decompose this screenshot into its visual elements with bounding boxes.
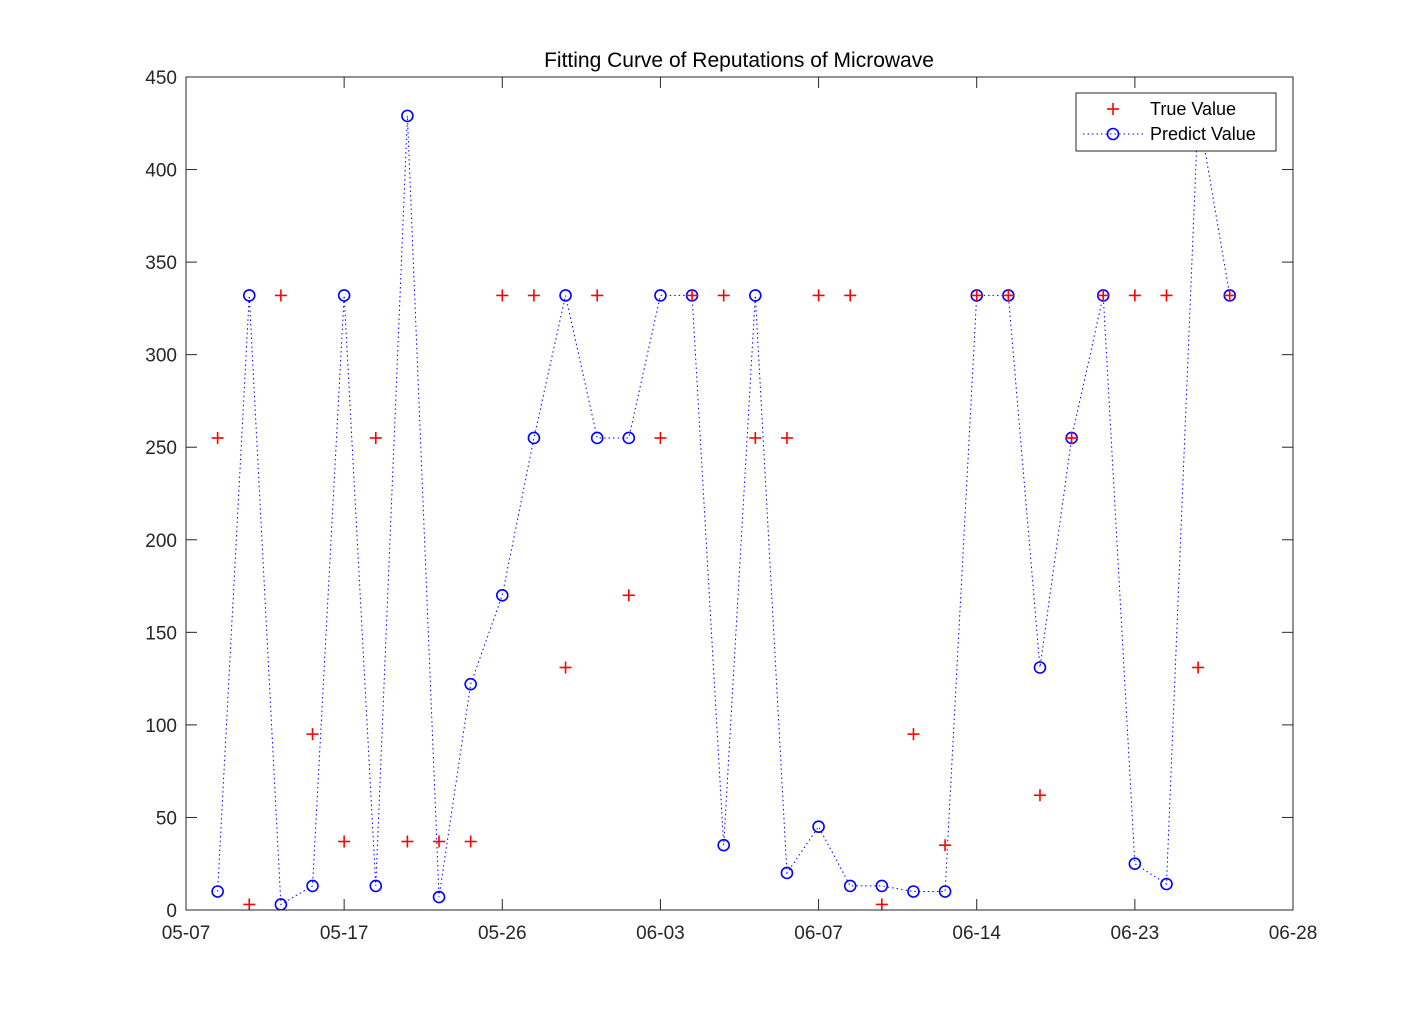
- predict-value-point: [211, 885, 224, 898]
- plot-area: [186, 77, 1293, 910]
- y-tick-label: 200: [145, 531, 177, 552]
- x-tick-label: 06-14: [952, 923, 1001, 944]
- true-value-point: [780, 431, 793, 444]
- true-value-point: [907, 728, 920, 741]
- predict-value-point: [401, 109, 414, 123]
- predict-value-point: [432, 890, 446, 904]
- true-value-point: [1065, 431, 1078, 444]
- x-tick-label: 06-07: [794, 923, 843, 944]
- y-axis: 0 50 100 150 200 250 300 350 400 450: [145, 68, 1293, 922]
- predict-value-point: [464, 677, 477, 691]
- predict-value-point: [369, 879, 383, 893]
- predict-value-point: [780, 866, 794, 880]
- y-tick-label: 150: [145, 623, 177, 644]
- true-value-point: [939, 839, 952, 852]
- legend-circle-marker: [1106, 127, 1120, 141]
- true-value-point: [1223, 289, 1236, 302]
- predict-value-point: [590, 431, 604, 445]
- predict-value-point: [717, 838, 730, 852]
- true-value-point: [274, 289, 287, 302]
- true-value-point: [401, 835, 414, 848]
- true-value-point: [464, 835, 477, 848]
- true-value-point: [433, 835, 446, 848]
- true-value-point: [812, 289, 825, 302]
- true-value-point: [1128, 289, 1141, 302]
- predict-value-point: [749, 289, 762, 302]
- legend-plus-marker: [1107, 103, 1119, 115]
- predict-value-point: [654, 289, 667, 302]
- true-value-point: [591, 289, 604, 302]
- true-value-point: [970, 289, 983, 302]
- legend-item-true-value: True Value: [1107, 99, 1236, 119]
- x-tick-label: 05-26: [478, 923, 527, 944]
- predict-value-point: [843, 879, 857, 893]
- predict-value-point: [812, 820, 825, 834]
- predict-value-point: [907, 885, 920, 898]
- predict-value-line: [217, 110, 1231, 906]
- y-tick-label: 250: [145, 438, 177, 459]
- true-value-point: [717, 289, 730, 302]
- x-tick-label: 06-23: [1111, 923, 1160, 944]
- predict-value-point: [337, 289, 351, 302]
- true-value-point: [306, 728, 319, 741]
- x-tick-label: 06-03: [636, 923, 685, 944]
- x-tick-label: 06-28: [1269, 923, 1318, 944]
- true-value-point: [369, 431, 382, 444]
- true-value-point: [1192, 661, 1205, 674]
- y-tick-label: 50: [156, 808, 177, 829]
- predict-value-point: [242, 289, 256, 302]
- y-tick-label: 450: [145, 68, 177, 89]
- legend-label-true-value: True Value: [1150, 99, 1236, 119]
- legend-box: [1075, 92, 1277, 152]
- true-value-point: [1002, 289, 1015, 302]
- legend-item-predict-value: Predict Value: [1083, 124, 1256, 144]
- predict-value-point: [1128, 857, 1142, 871]
- legend-label-predict-value: Predict Value: [1150, 124, 1256, 144]
- true-value-point: [622, 589, 635, 602]
- chart-title: Fitting Curve of Reputations of Microwav…: [544, 49, 934, 72]
- legend: True Value Predict Value: [1075, 92, 1277, 152]
- y-tick-label: 0: [166, 901, 177, 922]
- true-value-point: [686, 289, 699, 302]
- true-value-point: [559, 661, 572, 674]
- true-value-point: [338, 835, 351, 848]
- x-tick-label: 05-07: [162, 923, 211, 944]
- predict-value-point: [527, 431, 541, 445]
- y-tick-label: 400: [145, 161, 177, 182]
- true-value-point: [243, 898, 256, 910]
- true-value-point: [1160, 289, 1173, 302]
- true-value-point: [1097, 289, 1110, 302]
- true-value-point: [875, 898, 888, 910]
- predict-value-point: [1160, 877, 1173, 891]
- true-value-point: [1033, 789, 1046, 802]
- x-axis: 05-07 05-17 05-26 06-03 06-07 06-14 06-23 06-28: [162, 77, 1318, 944]
- predict-value-point: [938, 885, 952, 898]
- x-tick-label: 05-17: [320, 923, 369, 944]
- predict-value-point: [559, 289, 572, 302]
- true-value-point: [749, 431, 762, 444]
- axes-box: [185, 76, 1294, 911]
- y-tick-label: 300: [145, 346, 177, 367]
- predict-value-point: [495, 589, 509, 602]
- true-value-point: [527, 289, 540, 302]
- predict-value-point: [622, 431, 636, 445]
- true-value-point: [844, 289, 857, 302]
- y-tick-label: 100: [145, 716, 177, 737]
- predict-value-point: [1033, 661, 1047, 674]
- series-layer: [211, 104, 1237, 910]
- true-value-point: [496, 289, 509, 302]
- y-tick-label: 350: [145, 253, 177, 274]
- true-value-point: [211, 431, 224, 444]
- predict-value-point: [875, 879, 889, 893]
- true-value-point: [654, 431, 667, 444]
- predict-value-point: [306, 879, 319, 893]
